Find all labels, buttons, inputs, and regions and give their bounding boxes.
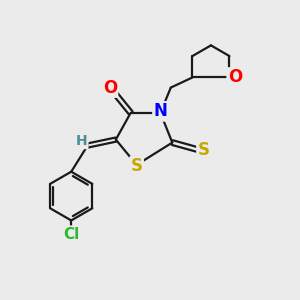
- Text: H: H: [76, 134, 88, 148]
- Text: Cl: Cl: [63, 226, 80, 242]
- Text: N: N: [154, 102, 167, 120]
- Text: O: O: [103, 79, 117, 97]
- Text: O: O: [228, 68, 242, 86]
- Text: S: S: [197, 141, 209, 159]
- Text: S: S: [130, 157, 142, 175]
